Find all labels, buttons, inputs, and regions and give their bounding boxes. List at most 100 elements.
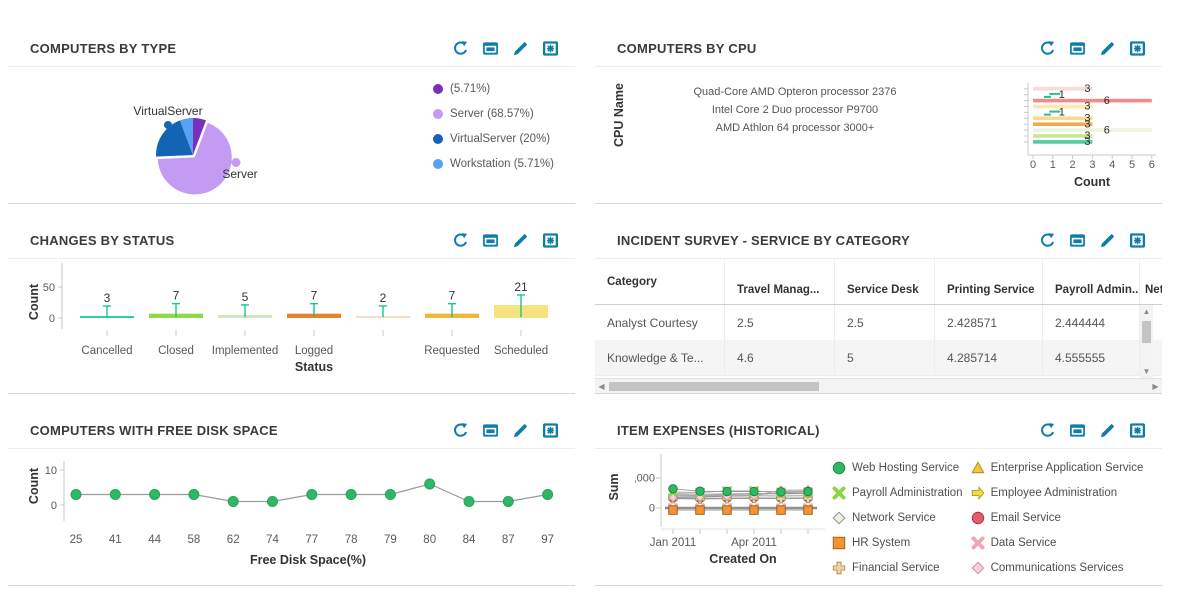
legend-label: (5.71%) (450, 83, 491, 95)
value-cell: 2.5 (835, 305, 935, 340)
edit-icon[interactable] (512, 422, 529, 439)
scroll-left-arrow[interactable]: ◀ (598, 382, 605, 391)
legend-label: Network Service (852, 511, 936, 524)
value-cell: 4.6 (725, 340, 835, 375)
panel-title: COMPUTERS WITH FREE DISK SPACE (30, 422, 278, 438)
square-marker (722, 505, 732, 515)
edit-icon[interactable] (512, 232, 529, 249)
y-axis-label: Count (27, 467, 41, 505)
x-tick: Implemented (212, 345, 278, 357)
pie-slice (156, 120, 193, 157)
edit-icon[interactable] (1099, 232, 1116, 249)
x-tick: 41 (109, 534, 122, 546)
legend-item: VirtualServer (20%) (433, 133, 554, 145)
legend-item: Workstation (5.71%) (433, 158, 554, 170)
cpu-bar (1033, 122, 1093, 126)
export-icon[interactable] (1129, 40, 1146, 57)
edit-icon[interactable] (1099, 40, 1116, 57)
panel-free-disk-space: COMPUTERS WITH FREE DISK SPACE Count 10 0… (8, 412, 575, 586)
x-tick: 74 (266, 534, 279, 546)
cpu-bar (1033, 140, 1093, 144)
legend-item: Web Hosting Service (832, 455, 963, 480)
bar-value-label: 6 (1104, 95, 1110, 107)
maximize-icon[interactable] (482, 422, 499, 439)
column-header: Travel Manag... (725, 259, 835, 304)
maximize-icon[interactable] (482, 232, 499, 249)
y-tick: 0 (649, 503, 655, 515)
refresh-icon[interactable] (452, 232, 469, 249)
triangle-icon (971, 460, 985, 473)
value-cell: 2.5 (725, 305, 835, 340)
panel-computers-by-type: COMPUTERS BY TYPE Server VirtualServer (5… (8, 30, 575, 204)
status-bar-chart: 50 0 3 Cancelled 7 Closed 5 Implemented 7 Logged 2… (43, 263, 548, 374)
maximize-icon[interactable] (482, 40, 499, 57)
scroll-up-arrow[interactable]: ▲ (1142, 307, 1151, 316)
panel-item-expenses: ITEM EXPENSES (HISTORICAL) Sum 10,000 0 Ja… (595, 412, 1162, 586)
expenses-line-chart: 10,000 0 Jan 2011 Apr 2011 Created On (635, 454, 825, 566)
pie-chart-area: Server VirtualServer (5.71%) Server (68.57… (8, 67, 575, 203)
x-axis-label: Status (295, 360, 333, 374)
cpu-name: AMD Athlon 64 processor 3000+ (715, 122, 875, 134)
panel-title: COMPUTERS BY CPU (617, 40, 757, 56)
x-tick: 79 (384, 534, 397, 546)
refresh-icon[interactable] (452, 422, 469, 439)
bar-value-label: 1 (1059, 89, 1065, 101)
export-icon[interactable] (1129, 422, 1146, 439)
bar-value-label: 7 (311, 289, 318, 303)
x-tick: 2 (1070, 159, 1076, 171)
circle-marker (749, 486, 759, 497)
refresh-icon[interactable] (1039, 422, 1056, 439)
diamond-marker (832, 511, 846, 524)
square-marker (776, 505, 786, 515)
plus-marker (776, 494, 786, 504)
expenses-legend: Web Hosting Service Payroll Administratio… (832, 455, 1143, 580)
vertical-scrollbar[interactable]: ▲ ▼ (1140, 305, 1153, 378)
legend-item: Email Service (971, 505, 1144, 530)
diamond-icon (971, 561, 984, 574)
x-axis-label: Count (1074, 175, 1111, 189)
x-tick: 58 (188, 534, 201, 546)
x-tick: 5 (1129, 159, 1135, 171)
maximize-icon[interactable] (1069, 232, 1086, 249)
bar-value-label: 21 (514, 280, 528, 294)
y-tick: 0 (49, 313, 55, 325)
data-point (463, 496, 475, 507)
x-tick: Scheduled (494, 345, 548, 357)
x-tick: 77 (305, 534, 318, 546)
export-icon[interactable] (542, 422, 559, 439)
survey-table-area: Category Travel Manag... Service Desk Print… (595, 259, 1162, 393)
x-tick: 3 (1089, 159, 1095, 171)
xcross-icon (971, 535, 985, 550)
refresh-icon[interactable] (452, 40, 469, 57)
panel-title: INCIDENT SURVEY - SERVICE BY CATEGORY (617, 232, 910, 248)
export-icon[interactable] (542, 40, 559, 57)
panel-header: COMPUTERS WITH FREE DISK SPACE (8, 412, 575, 449)
maximize-icon[interactable] (1069, 40, 1086, 57)
horizontal-scrollbar[interactable]: ◀ ▶ (595, 378, 1162, 393)
bar-value-label: 7 (449, 289, 456, 303)
refresh-icon[interactable] (1039, 232, 1056, 249)
maximize-icon[interactable] (1069, 422, 1086, 439)
x-tick: 6 (1149, 159, 1155, 171)
export-icon[interactable] (1129, 232, 1146, 249)
legend-item: Data Service (971, 530, 1144, 555)
table-row: Knowledge & Te... 4.6 5 4.285714 4.555555 (595, 340, 1162, 376)
export-icon[interactable] (542, 232, 559, 249)
bar-value-label: 2 (380, 291, 387, 305)
data-point (149, 489, 161, 500)
scroll-thumb[interactable] (609, 382, 819, 391)
panel-title: CHANGES BY STATUS (30, 232, 175, 248)
xcross-icon (832, 485, 846, 500)
legend-dot-icon (433, 134, 443, 144)
scroll-thumb[interactable] (1142, 321, 1151, 343)
panel-incident-survey: INCIDENT SURVEY - SERVICE BY CATEGORY Ca… (595, 222, 1162, 394)
edit-icon[interactable] (1099, 422, 1116, 439)
scroll-right-arrow[interactable]: ▶ (1152, 382, 1159, 391)
edit-icon[interactable] (512, 40, 529, 57)
scroll-down-arrow[interactable]: ▼ (1142, 367, 1151, 376)
x-tick: 80 (423, 534, 436, 546)
x-tick: 0 (1030, 159, 1036, 171)
refresh-icon[interactable] (1039, 40, 1056, 57)
pie-legend: (5.71%) Server (68.57%) VirtualServer (20%… (433, 83, 554, 183)
